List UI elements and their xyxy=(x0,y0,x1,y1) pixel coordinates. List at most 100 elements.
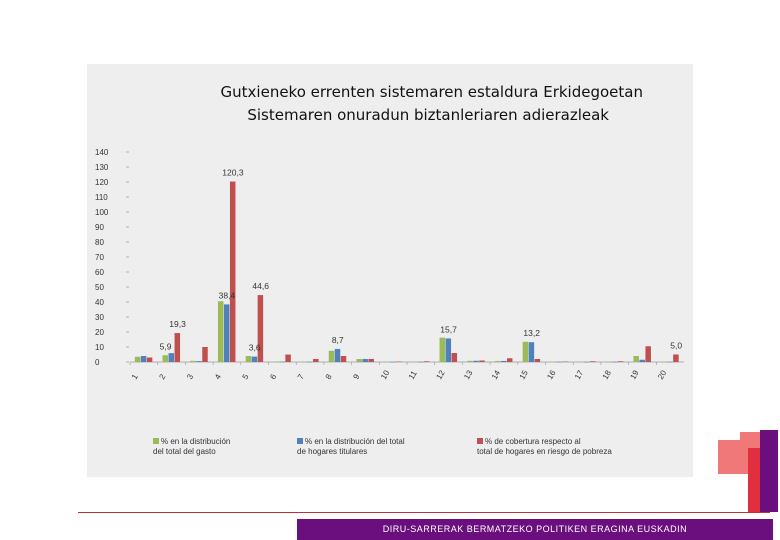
legend-label: % de cobertura respecto al xyxy=(485,437,581,446)
bar xyxy=(162,355,169,362)
data-label: 3,6 xyxy=(249,343,261,353)
bar xyxy=(528,342,535,362)
bar xyxy=(257,295,264,362)
bar xyxy=(229,181,236,362)
y-tick-label: 50 xyxy=(95,283,104,292)
decor-bar-purple xyxy=(760,430,778,512)
bar xyxy=(217,301,224,362)
legend-swatch xyxy=(477,438,483,444)
bar xyxy=(190,360,196,362)
y-tick-label: 90 xyxy=(95,223,104,232)
y-tick-label: 10 xyxy=(95,343,104,352)
legend-item-hogares: % en la distribución del total de hogare… xyxy=(297,437,405,457)
bar xyxy=(202,347,208,362)
bar xyxy=(174,333,181,362)
x-tick-label: 9 xyxy=(351,372,361,381)
bar xyxy=(473,360,479,362)
bar xyxy=(251,356,258,362)
bar xyxy=(556,361,562,363)
bar xyxy=(134,356,141,362)
data-label: 5,0 xyxy=(670,341,682,351)
footer-text: DIRU-SARRERAK BERMATZEKO POLITIKEN ERAGI… xyxy=(382,524,688,534)
x-tick-label: 20 xyxy=(656,368,669,381)
bar xyxy=(639,359,645,362)
bar xyxy=(196,361,202,362)
legend-label-2: de hogares titulares xyxy=(297,447,368,456)
bar xyxy=(445,338,452,362)
x-tick-label: 17 xyxy=(573,368,586,381)
footer-divider xyxy=(78,512,770,513)
x-tick-label: 10 xyxy=(379,368,392,381)
x-tick-label: 15 xyxy=(518,368,531,381)
bar xyxy=(396,361,402,363)
bar xyxy=(578,361,584,363)
bar xyxy=(368,359,374,362)
data-label: 120,3 xyxy=(222,168,244,178)
decor-bar-red xyxy=(748,448,760,512)
bar xyxy=(667,361,673,363)
x-tick-label: 3 xyxy=(185,372,195,381)
bar xyxy=(645,346,651,362)
bar xyxy=(307,361,313,363)
bar xyxy=(423,361,430,362)
bar xyxy=(467,360,473,362)
x-tick-label: 11 xyxy=(407,369,419,381)
y-tick-label: 70 xyxy=(95,253,104,262)
bar xyxy=(140,356,147,362)
data-label: 13,2 xyxy=(523,328,540,338)
x-tick-label: 14 xyxy=(490,368,503,381)
bar xyxy=(439,337,446,362)
bar xyxy=(146,357,153,362)
bar xyxy=(273,361,279,363)
footer-bar: DIRU-SARRERAK BERMATZEKO POLITIKEN ERAGI… xyxy=(297,519,773,540)
bar xyxy=(506,358,513,362)
y-tick-label: 120 xyxy=(95,178,109,187)
bar xyxy=(301,361,307,363)
decor-square-pink-2 xyxy=(718,440,748,474)
y-tick-label: 80 xyxy=(95,238,104,247)
x-tick-label: 5 xyxy=(241,372,251,381)
bar xyxy=(451,353,458,362)
bar xyxy=(673,354,679,362)
chart-title: Gutxieneko errenten sistemaren estaldura… xyxy=(220,83,643,101)
bar xyxy=(245,356,252,362)
legend-item-gasto: % en la distribución del total del gasto xyxy=(153,437,230,457)
bar xyxy=(411,361,418,363)
legend-item-cobertura: % de cobertura respecto al total de hoga… xyxy=(477,437,612,457)
x-tick-label: 12 xyxy=(434,368,447,381)
data-label: 19,3 xyxy=(169,319,186,329)
bar xyxy=(633,356,639,362)
bar xyxy=(611,361,618,363)
legend-label-2: del total del gasto xyxy=(153,447,216,456)
bar xyxy=(417,361,424,363)
x-tick-label: 18 xyxy=(601,368,614,381)
legend-swatch xyxy=(297,438,303,444)
data-label: 38,4 xyxy=(219,290,236,300)
bar xyxy=(285,354,291,362)
legend-swatch xyxy=(153,438,159,444)
data-label: 5,9 xyxy=(160,341,172,351)
bar xyxy=(494,360,501,362)
bar xyxy=(384,361,390,363)
x-tick-label: 6 xyxy=(268,372,278,381)
y-tick-label: 0 xyxy=(95,358,100,367)
x-tick-label: 19 xyxy=(628,368,641,381)
y-tick-label: 30 xyxy=(95,313,104,322)
bar xyxy=(562,361,568,363)
chart-subtitle: Sistemaren onuradun biztanleriaren adier… xyxy=(247,106,609,124)
bar xyxy=(328,350,335,362)
y-tick-label: 100 xyxy=(95,208,109,217)
legend-label: % en la distribución xyxy=(161,437,231,446)
bar xyxy=(340,356,347,362)
bar xyxy=(590,361,596,362)
bar xyxy=(500,360,507,362)
bar xyxy=(550,361,556,363)
bar xyxy=(661,361,667,363)
x-tick-label: 4 xyxy=(213,372,223,381)
x-tick-label: 16 xyxy=(545,368,558,381)
data-label: 15,7 xyxy=(440,324,457,334)
bar xyxy=(534,359,541,362)
bar xyxy=(522,341,529,362)
chart-panel: Gutxieneko errenten sistemaren estaldura… xyxy=(87,64,693,477)
